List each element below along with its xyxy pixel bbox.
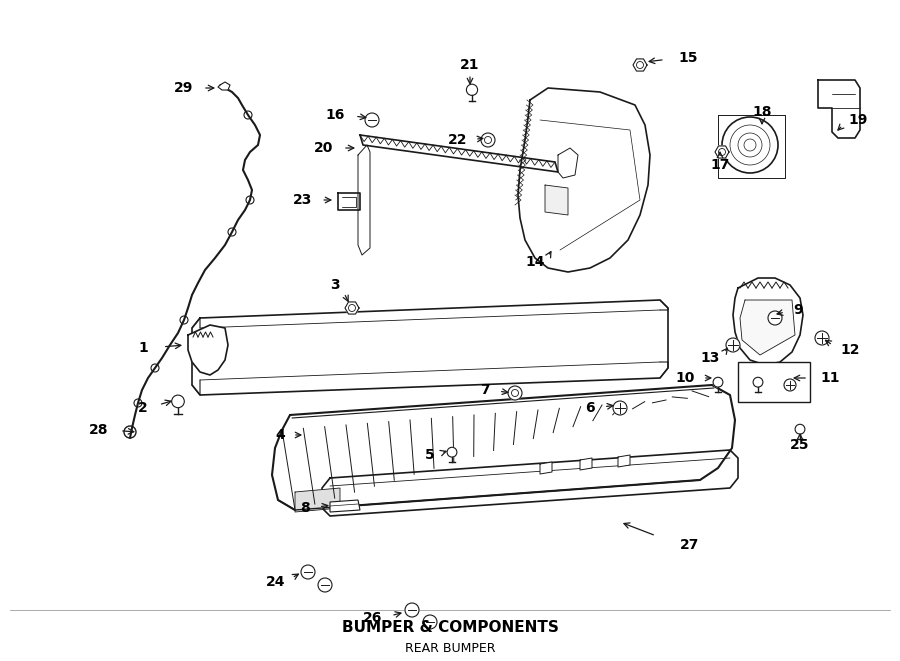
- Polygon shape: [272, 385, 735, 510]
- Text: 7: 7: [481, 383, 490, 397]
- Polygon shape: [345, 302, 359, 314]
- Polygon shape: [633, 59, 647, 71]
- Text: 6: 6: [585, 401, 595, 415]
- Polygon shape: [618, 455, 630, 467]
- Text: BUMPER & COMPONENTS: BUMPER & COMPONENTS: [342, 621, 558, 635]
- Text: REAR BUMPER: REAR BUMPER: [405, 641, 495, 654]
- Polygon shape: [188, 325, 228, 375]
- Circle shape: [405, 603, 419, 617]
- Text: 12: 12: [840, 343, 860, 357]
- Circle shape: [613, 401, 627, 415]
- Polygon shape: [580, 458, 592, 470]
- Text: 13: 13: [700, 351, 720, 365]
- Text: 29: 29: [174, 81, 193, 95]
- Polygon shape: [218, 82, 230, 90]
- Text: 20: 20: [313, 141, 333, 155]
- Text: 8: 8: [301, 501, 310, 515]
- Text: 27: 27: [680, 538, 699, 552]
- Circle shape: [466, 84, 478, 95]
- Circle shape: [784, 379, 796, 391]
- Polygon shape: [295, 488, 340, 512]
- Circle shape: [423, 615, 437, 629]
- Bar: [738, 362, 810, 402]
- Text: 26: 26: [363, 611, 382, 625]
- Text: 28: 28: [88, 423, 108, 437]
- Text: 1: 1: [139, 341, 148, 355]
- Circle shape: [753, 377, 763, 387]
- Circle shape: [481, 133, 495, 147]
- Polygon shape: [540, 462, 552, 474]
- Circle shape: [508, 386, 522, 400]
- Polygon shape: [558, 148, 578, 178]
- Circle shape: [713, 377, 723, 387]
- Text: 22: 22: [447, 133, 467, 147]
- Circle shape: [301, 565, 315, 579]
- Text: 19: 19: [848, 113, 868, 127]
- Text: 5: 5: [425, 448, 435, 462]
- Circle shape: [726, 338, 740, 352]
- Text: 21: 21: [460, 58, 480, 72]
- Polygon shape: [358, 145, 370, 255]
- Text: 17: 17: [710, 158, 730, 172]
- Circle shape: [365, 113, 379, 127]
- Polygon shape: [818, 80, 860, 138]
- Text: 15: 15: [678, 51, 698, 65]
- Text: 18: 18: [752, 105, 772, 119]
- Polygon shape: [715, 146, 729, 158]
- Text: 11: 11: [820, 371, 840, 385]
- Polygon shape: [192, 300, 668, 395]
- Text: 25: 25: [790, 438, 810, 452]
- Text: 23: 23: [292, 193, 312, 207]
- Polygon shape: [338, 193, 360, 210]
- Text: 4: 4: [275, 428, 285, 442]
- Text: 14: 14: [526, 255, 545, 269]
- Text: 16: 16: [326, 108, 345, 122]
- Circle shape: [172, 395, 184, 408]
- Text: 9: 9: [793, 303, 803, 317]
- Polygon shape: [518, 88, 650, 272]
- Text: 10: 10: [676, 371, 695, 385]
- Text: 2: 2: [139, 401, 148, 415]
- Text: 3: 3: [330, 278, 340, 292]
- Circle shape: [447, 447, 457, 457]
- Polygon shape: [740, 300, 795, 355]
- Circle shape: [795, 424, 805, 434]
- Circle shape: [318, 578, 332, 592]
- Polygon shape: [322, 450, 738, 516]
- Polygon shape: [360, 135, 558, 172]
- Polygon shape: [718, 115, 785, 178]
- Polygon shape: [330, 500, 360, 512]
- Polygon shape: [545, 185, 568, 215]
- Text: 24: 24: [266, 575, 285, 589]
- Circle shape: [815, 331, 829, 345]
- Circle shape: [768, 311, 782, 325]
- Polygon shape: [733, 278, 803, 365]
